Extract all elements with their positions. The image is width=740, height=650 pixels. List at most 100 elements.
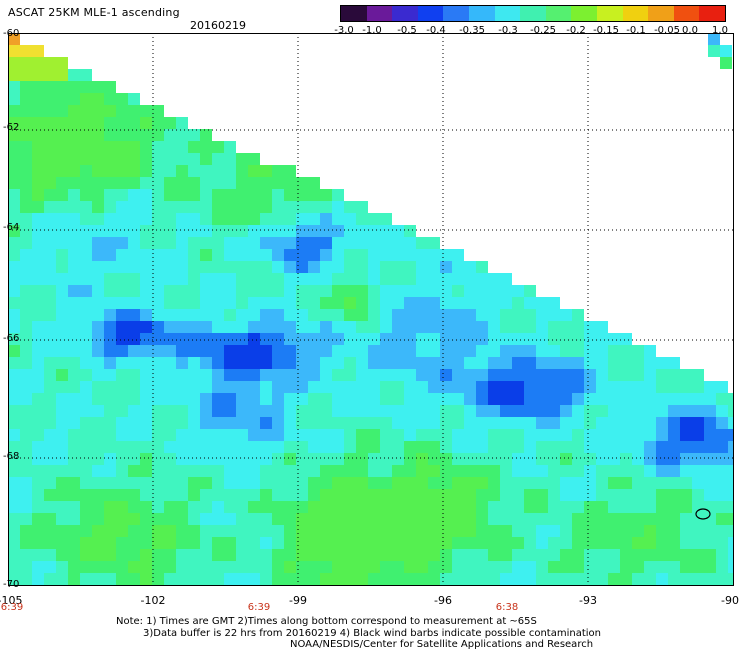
data-cell [200,249,212,261]
data-cell [20,429,32,441]
data-cell [404,309,416,321]
data-cell [272,393,284,405]
data-cell [212,249,224,261]
data-cell [308,393,320,405]
data-cell [32,333,44,345]
data-cell [380,417,392,429]
data-cell [512,477,524,489]
colorbar-label: -0.35 [459,25,485,36]
data-cell [224,477,236,489]
data-cell [620,489,632,501]
data-cell [440,537,452,549]
data-cell [656,441,668,453]
data-cell [560,441,572,453]
data-cell [260,381,272,393]
data-cell [524,561,536,573]
data-cell [152,129,164,141]
data-cell [104,213,116,225]
data-cell [560,465,572,477]
data-cell [596,501,608,513]
data-cell [452,381,464,393]
data-cell [296,249,308,261]
data-cell [260,393,272,405]
data-cell [80,81,92,93]
data-cell [380,213,392,225]
data-cell [128,261,140,273]
data-cell [356,225,368,237]
data-cell [668,561,680,573]
data-cell [116,477,128,489]
data-cell [92,309,104,321]
data-cell [308,249,320,261]
data-cell [116,549,128,561]
data-cell [8,441,20,453]
data-cell [104,489,116,501]
data-cell [380,501,392,513]
data-cell [440,309,452,321]
data-cell [236,525,248,537]
data-cell [248,537,260,549]
data-cell [512,321,524,333]
data-cell [8,225,20,237]
data-cell [284,201,296,213]
data-cell [524,345,536,357]
data-cell [728,477,734,489]
colorbar-segment [699,6,725,21]
data-cell [236,417,248,429]
data-cell [584,561,596,573]
data-cell [392,309,404,321]
data-cell [344,225,356,237]
data-cell [284,537,296,549]
data-cell [560,537,572,549]
data-cell [188,213,200,225]
data-cell [560,321,572,333]
data-cell [212,189,224,201]
data-cell [176,273,188,285]
data-cell [716,393,728,405]
data-cell [332,345,344,357]
data-cell [440,261,452,273]
data-cell [380,537,392,549]
data-cell [416,513,428,525]
data-cell [296,381,308,393]
data-cell [404,273,416,285]
data-cell [428,525,440,537]
data-cell [68,429,80,441]
data-cell [116,93,128,105]
data-cell [152,153,164,165]
data-cell [488,561,500,573]
data-cell [356,489,368,501]
data-cell [524,453,536,465]
data-cell [152,525,164,537]
data-cell [284,345,296,357]
data-cell [452,273,464,285]
data-cell [404,537,416,549]
data-cell [164,357,176,369]
data-cell [176,213,188,225]
data-cell [716,417,728,429]
data-cell [56,525,68,537]
data-cell [68,345,80,357]
data-cell [296,201,308,213]
data-cell [8,237,20,249]
data-cell [488,429,500,441]
data-cell [524,357,536,369]
data-cell [500,273,512,285]
data-cell [332,549,344,561]
data-cell [20,273,32,285]
data-cell [720,57,732,69]
data-cell [164,561,176,573]
data-cell [596,417,608,429]
data-cell [272,465,284,477]
data-cell [224,489,236,501]
data-cell [188,333,200,345]
data-cell [320,201,332,213]
data-cell [392,273,404,285]
data-cell [68,285,80,297]
data-cell [212,417,224,429]
data-cell [284,453,296,465]
data-cell [500,501,512,513]
data-cell [284,573,296,585]
data-cell [272,261,284,273]
data-cell [44,465,56,477]
